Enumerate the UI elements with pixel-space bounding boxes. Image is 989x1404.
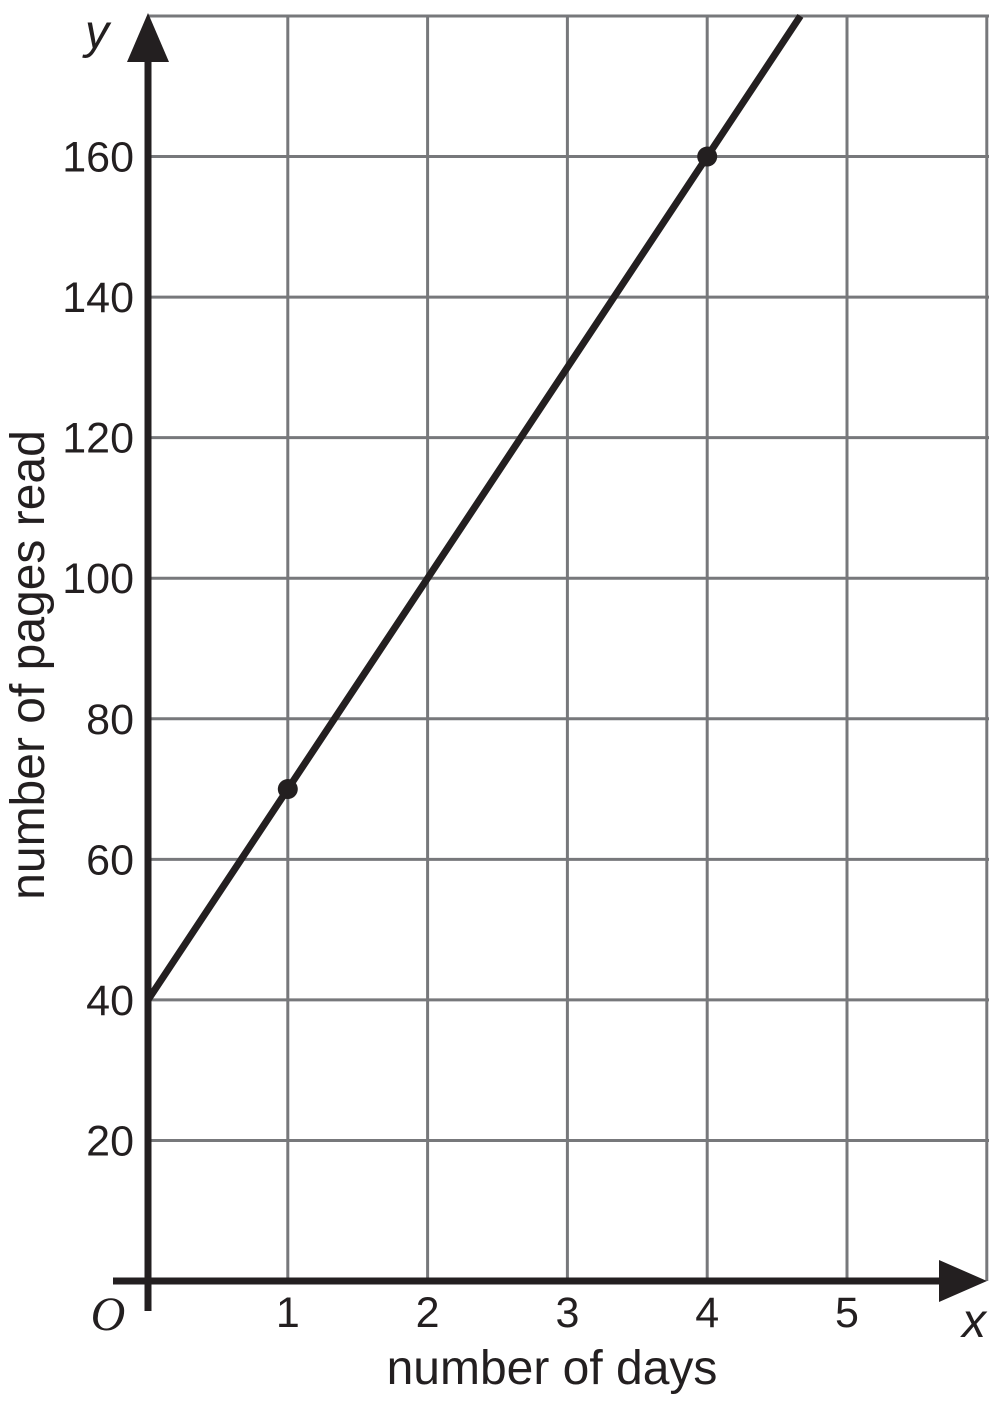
data-point-4-160 [697, 146, 718, 167]
x-tick-label-1: 1 [276, 1289, 300, 1337]
y-tick-label-160: 160 [62, 134, 134, 182]
x-axis-letter: x [960, 1295, 988, 1348]
origin-label: O [91, 1288, 126, 1341]
data-series [145, 14, 804, 1002]
x-tick-label-5: 5 [835, 1289, 859, 1337]
y-tick-label-120: 120 [62, 415, 134, 463]
y-axis-arrow [127, 13, 169, 62]
y-axis-letter: y [82, 6, 112, 59]
data-point-1-70 [277, 779, 298, 800]
x-tick-label-3: 3 [555, 1289, 579, 1337]
tick-labels: 20 40 60 80 100 120 140 160 1 2 3 4 5 [62, 134, 859, 1337]
y-tick-label-40: 40 [86, 977, 134, 1025]
axes [113, 13, 987, 1311]
x-tick-label-4: 4 [695, 1289, 719, 1337]
y-tick-label-80: 80 [86, 696, 134, 744]
y-tick-label-20: 20 [86, 1117, 134, 1165]
x-axis-title: number of days [387, 1342, 718, 1395]
y-axis-title: number of pages read [2, 430, 55, 900]
graph-line [145, 14, 804, 1002]
x-tick-label-2: 2 [416, 1289, 440, 1337]
y-tick-label-140: 140 [62, 274, 134, 322]
gridlines [148, 14, 989, 1281]
y-tick-label-100: 100 [62, 555, 134, 603]
x-axis-arrow [939, 1260, 987, 1302]
y-tick-label-60: 60 [86, 836, 134, 884]
